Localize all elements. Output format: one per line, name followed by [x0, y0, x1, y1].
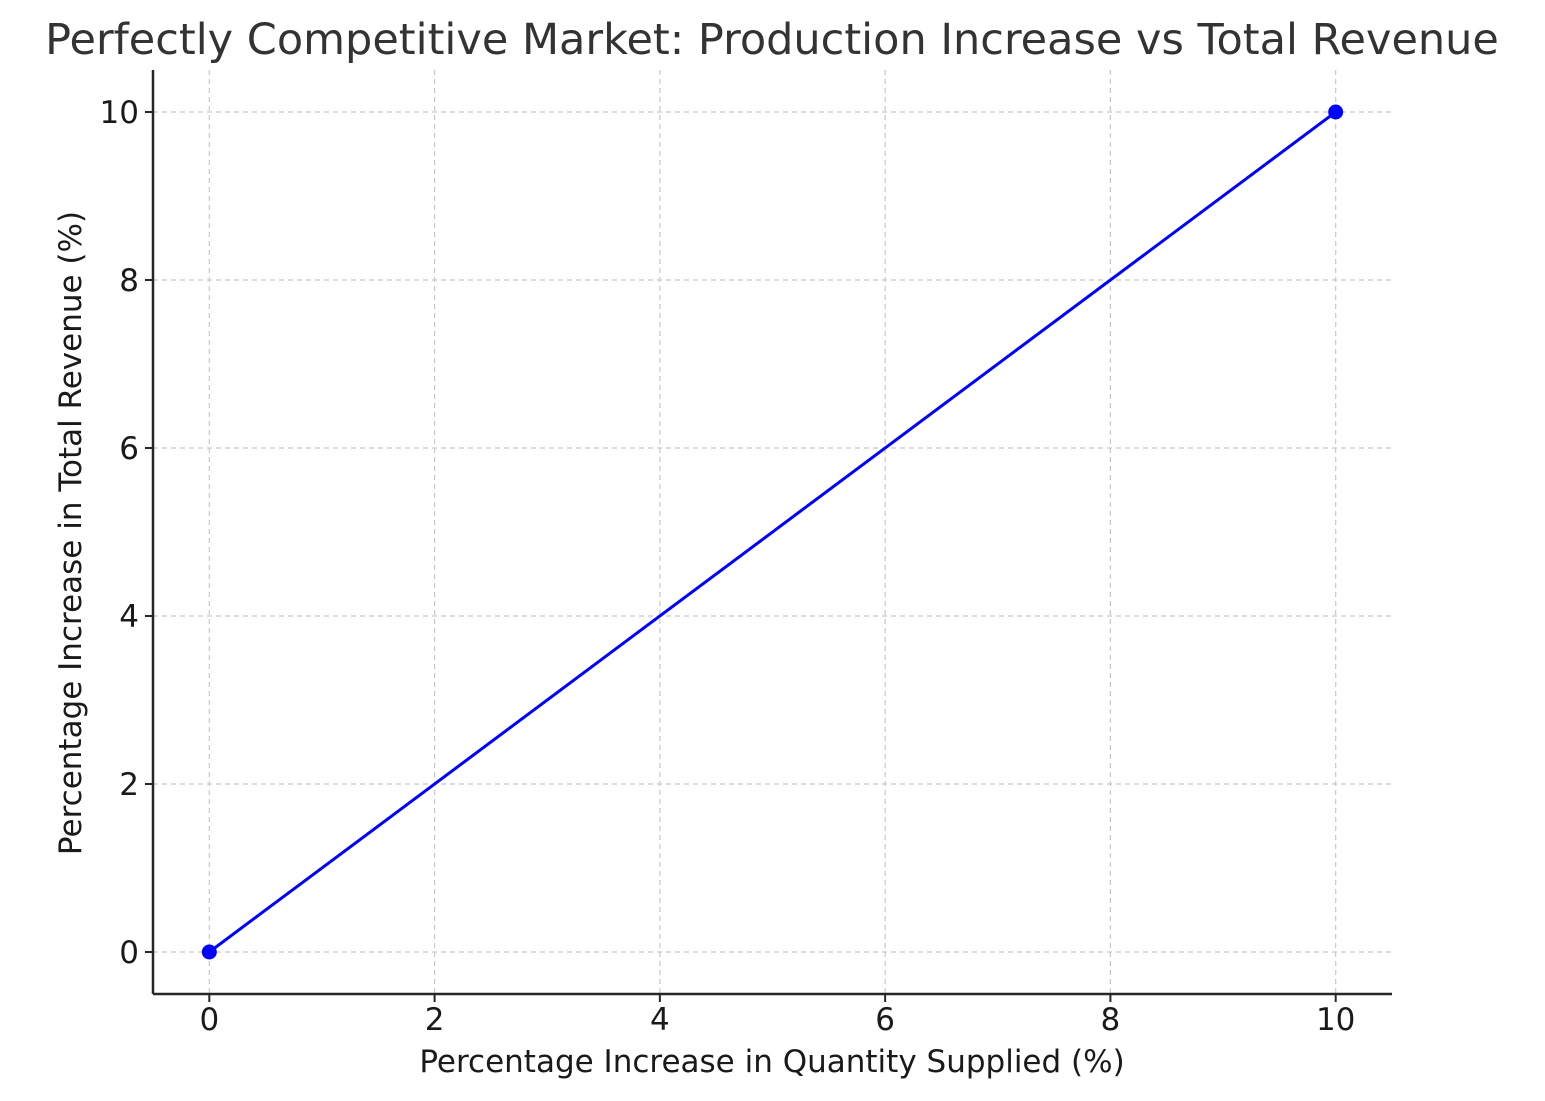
data-point-0-1 [1328, 104, 1344, 120]
chart-title: Perfectly Competitive Market: Production… [45, 15, 1499, 65]
y-tick-label-3: 6 [119, 431, 139, 467]
y-tick-label-4: 8 [119, 263, 139, 299]
x-axis-ticks: 0 2 4 6 8 10 [199, 994, 1355, 1038]
x-tick-label-1: 2 [425, 1002, 445, 1038]
x-tick-label-4: 8 [1101, 1002, 1121, 1038]
y-axis-label: Percentage Increase in Total Revenue (%) [53, 211, 89, 855]
grid-lines [153, 70, 1392, 994]
y-tick-label-0: 0 [119, 935, 139, 971]
axes [151, 70, 1392, 996]
y-tick-label-2: 4 [119, 599, 139, 635]
y-axis-ticks: 0 2 4 6 8 10 [100, 95, 153, 971]
x-tick-label-2: 4 [650, 1002, 670, 1038]
x-tick-label-3: 6 [875, 1002, 895, 1038]
series-group [201, 104, 1344, 960]
y-tick-label-1: 2 [119, 767, 139, 803]
series-line-0 [208, 110, 1337, 954]
x-tick-label-5: 10 [1316, 1002, 1355, 1038]
y-tick-label-5: 10 [100, 95, 139, 131]
x-axis-label: Percentage Increase in Quantity Supplied… [419, 1044, 1124, 1080]
data-point-0-0 [201, 944, 217, 960]
x-tick-label-0: 0 [199, 1002, 219, 1038]
